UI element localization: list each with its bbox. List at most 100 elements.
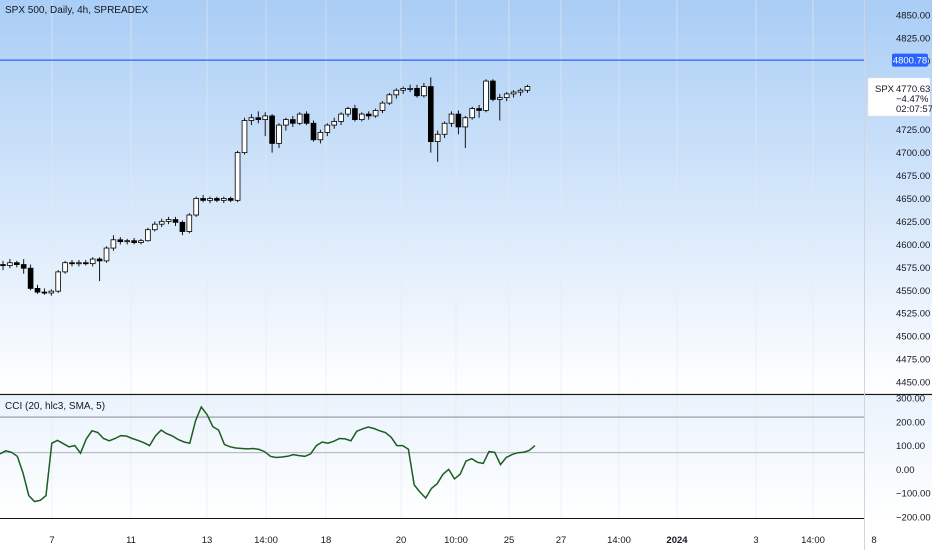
cci-indicator-title[interactable]: CCI (20, hlc3, SMA, 5): [5, 401, 105, 412]
symbol-tag: SPX: [875, 84, 895, 95]
candle: [62, 260, 68, 274]
candle: [455, 110, 462, 135]
candle: [7, 259, 13, 269]
candle-body: [214, 198, 220, 201]
candle-body: [317, 132, 324, 141]
candle: [103, 246, 110, 263]
candle-body: [414, 88, 420, 97]
candle-body: [103, 247, 110, 262]
hline-marker-label: 4800.78: [893, 56, 927, 67]
cci-tick-label: 0.00: [896, 465, 915, 476]
candle: [352, 104, 358, 122]
candle-body: [96, 258, 103, 262]
candle: [476, 104, 482, 118]
candle-body: [165, 219, 172, 222]
price-tick-label: 4725.00: [896, 125, 930, 136]
candle: [345, 106, 351, 117]
candle: [462, 115, 469, 149]
last-price-value: 4770.63: [896, 84, 930, 95]
candle: [145, 227, 151, 242]
candle: [524, 84, 531, 93]
candle-body: [324, 124, 331, 133]
candle-body: [427, 86, 434, 143]
candle-body: [476, 108, 482, 111]
candle-body: [393, 89, 400, 96]
candle-body: [62, 262, 68, 273]
candle-body: [441, 122, 448, 135]
candle-body: [41, 291, 48, 294]
last-price-marker-background: [867, 77, 931, 117]
candle-body: [262, 115, 268, 120]
candle-body: [48, 290, 55, 294]
candle-body: [331, 121, 337, 126]
candle-body: [296, 113, 303, 124]
candle: [193, 196, 200, 217]
candle: [283, 117, 289, 131]
candle: [386, 92, 393, 105]
candle: [131, 237, 137, 245]
cci-pane-background: [0, 396, 932, 518]
candle: [317, 129, 324, 144]
candle-body: [234, 152, 241, 201]
candle-body: [352, 108, 358, 120]
candle: [372, 108, 379, 118]
candle-body: [220, 198, 227, 201]
cci-tick-label: 100.00: [896, 441, 925, 452]
candle-body: [303, 113, 310, 124]
candle-body: [269, 115, 275, 144]
time-tick-label: 14:00: [801, 535, 825, 546]
candle: [483, 79, 489, 113]
candle: [400, 86, 406, 94]
cci-tick-label: 200.00: [896, 417, 925, 428]
candle-body: [289, 119, 296, 124]
vertical-gridlines: [51, 0, 814, 518]
candle: [448, 111, 455, 127]
candle: [296, 112, 303, 126]
chart-title[interactable]: SPX 500, Daily, 4h, SPREADEX: [5, 5, 149, 16]
candle-body: [524, 86, 531, 91]
candle: [407, 84, 413, 93]
candle: [124, 238, 131, 245]
candle: [138, 238, 144, 245]
time-tick-label: 2024: [666, 535, 688, 546]
candle-body: [496, 97, 503, 100]
candle: [117, 237, 124, 245]
candle: [34, 284, 41, 294]
cci-panel[interactable]: [0, 405, 864, 503]
candle: [55, 270, 61, 294]
candle-body: [69, 262, 75, 265]
candle-body: [338, 113, 344, 122]
candle-body: [510, 91, 517, 95]
candle: [414, 84, 420, 98]
candle: [220, 196, 227, 204]
price-tick-label: 4675.00: [896, 171, 930, 182]
price-tick-label: 4575.00: [896, 263, 930, 274]
candle-body: [158, 221, 165, 225]
price-tick-label: 4825.00: [896, 33, 930, 44]
candle-body: [138, 240, 144, 243]
time-axis[interactable]: 7 11 13 14:00 18 20 10:00 25 27 14:00 2024 3 14:00 8: [49, 535, 876, 546]
candle: [96, 257, 103, 282]
candle-body: [227, 198, 234, 201]
candle: [227, 196, 234, 203]
candle-body: [421, 86, 427, 97]
cci-axis[interactable]: 300.00 200.00 100.00 0.00 −100.00 −200.00: [896, 394, 931, 524]
candle: [48, 289, 55, 296]
candle: [490, 79, 496, 102]
candle: [27, 264, 34, 291]
candle: [365, 111, 372, 120]
price-tick-label: 4850.00: [896, 11, 930, 22]
candle: [186, 213, 193, 234]
candle-body: [462, 117, 469, 128]
candle: [200, 194, 206, 203]
candle-body: [145, 229, 151, 242]
candle-body: [469, 108, 475, 119]
price-axis[interactable]: 4850.004825.004800.004750.004725.004700.…: [896, 11, 930, 389]
candle: [434, 130, 441, 162]
price-panel[interactable]: [0, 59, 864, 296]
candle-body: [193, 198, 200, 216]
price-tick-label: 4500.00: [896, 332, 930, 343]
candle-body: [7, 262, 13, 266]
candlestick-series: [0, 77, 531, 296]
